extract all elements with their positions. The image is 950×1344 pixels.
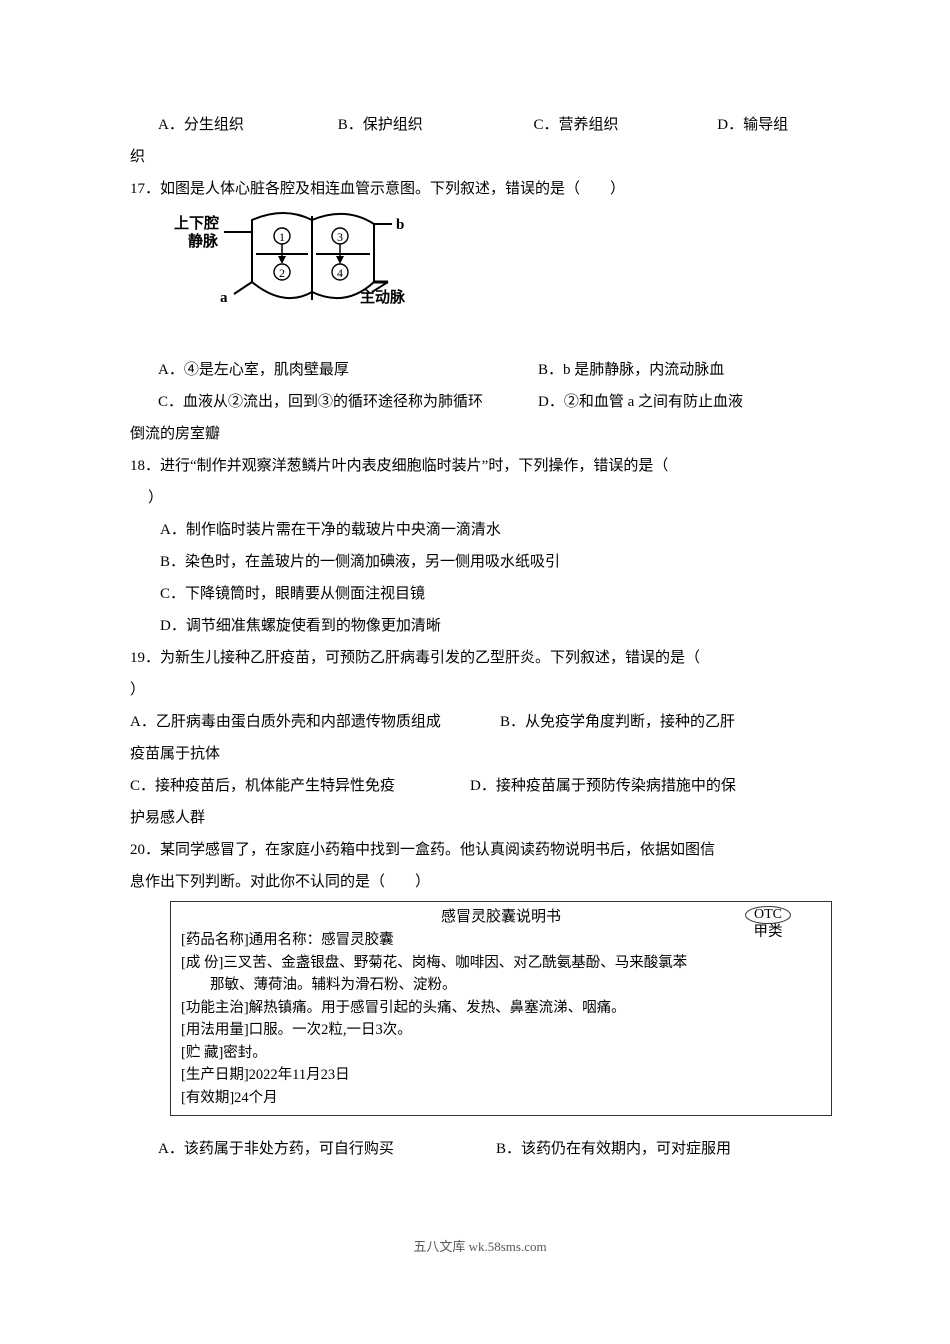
q16-opt-a: A．分生组织 (158, 110, 334, 140)
svg-text:2: 2 (279, 266, 285, 280)
otc-class: 甲类 (754, 924, 783, 940)
svg-text:4: 4 (337, 266, 343, 280)
q17-opt-c: C．血液从②流出，回到③的循环途径称为肺循环 (158, 387, 538, 417)
q19-stem: 19．为新生儿接种乙肝疫苗，可预防乙肝病毒引发的乙型肝炎。下列叙述，错误的是（ (130, 643, 830, 673)
svg-text:静脉: 静脉 (188, 232, 219, 250)
q17-opt-b: B．b 是肺静脉，内流动脉血 (538, 355, 830, 385)
q16-opt-c: C．营养组织 (534, 110, 714, 140)
q19-opt-d: D．接种疫苗属于预防传染病措施中的保 (470, 771, 830, 801)
q16-opt-b: B．保护组织 (338, 110, 530, 140)
q19-row1: A．乙肝病毒由蛋白质外壳和内部遗传物质组成 B．从免疫学角度判断，接种的乙肝 (130, 707, 830, 737)
q19-row2: C．接种疫苗后，机体能产生特异性免疫 D．接种疫苗属于预防传染病措施中的保 (130, 771, 830, 801)
medicine-instruction-box: OTC 甲类 感冒灵胶囊说明书 [药品名称]通用名称：感冒灵胶囊 [成 份]三叉… (170, 901, 832, 1116)
q18-opt-d: D．调节细准焦螺旋使看到的物像更加清晰 (130, 611, 830, 641)
q20-opt-b: B．该药仍在有效期内，可对症服用 (496, 1134, 830, 1164)
exam-page: A．分生组织 B．保护组织 C．营养组织 D．输导组 织 17．如图是人体心脏各… (0, 0, 950, 1320)
box-line-5: [贮 藏]密封。 (181, 1042, 821, 1064)
q17-opt-d: D．②和血管 a 之间有防止血液 (538, 387, 830, 417)
q20-options-row: A．该药属于非处方药，可自行购买 B．该药仍在有效期内，可对症服用 (130, 1134, 830, 1164)
q18-opt-b: B．染色时，在盖玻片的一侧滴加碘液，另一侧用吸水纸吸引 (130, 547, 830, 577)
svg-text:3: 3 (337, 230, 343, 244)
q18-stem2: ） (130, 483, 830, 513)
box-line-3: [功能主治]解热镇痛。用于感冒引起的头痛、发热、鼻塞流涕、咽痛。 (181, 997, 821, 1019)
page-footer: 五八文库 wk.58sms.com (130, 1234, 830, 1260)
q17-diagram: 上下腔 静脉 1 2 3 4 b a (174, 210, 830, 341)
otc-badge: OTC 甲类 (745, 906, 791, 941)
q20-opt-a: A．该药属于非处方药，可自行购买 (158, 1134, 496, 1164)
q18-opt-a: A．制作临时装片需在干净的载玻片中央滴一滴清水 (130, 515, 830, 545)
q18-opt-c: C．下降镜筒时，眼睛要从侧面注视目镜 (130, 579, 830, 609)
q19-stem2: ） (130, 675, 830, 705)
q19-opt-a: A．乙肝病毒由蛋白质外壳和内部遗传物质组成 (130, 707, 500, 737)
svg-text:a: a (220, 290, 228, 306)
box-line-2: 那敏、薄荷油。辅料为滑石粉、淀粉。 (181, 974, 821, 996)
q19-opt-b-cont: 疫苗属于抗体 (130, 739, 830, 769)
box-line-4: [用法用量]口服。一次2粒,一日3次。 (181, 1019, 821, 1041)
q16-opt-d-cont: 织 (130, 142, 830, 172)
otc-label: OTC (745, 906, 791, 924)
svg-text:主动脉: 主动脉 (360, 288, 406, 306)
svg-text:上下腔: 上下腔 (174, 214, 219, 232)
svg-text:1: 1 (279, 230, 285, 244)
box-line-1: [成 份]三叉苦、金盏银盘、野菊花、岗梅、咖啡因、对乙酰氨基酚、马来酸氯苯 (181, 952, 821, 974)
q17-row2: C．血液从②流出，回到③的循环途径称为肺循环 D．②和血管 a 之间有防止血液 (130, 387, 830, 417)
q18-stem: 18．进行“制作并观察洋葱鳞片叶内表皮细胞临时装片”时，下列操作，错误的是（ (130, 451, 830, 481)
q17-row1: A．④是左心室，肌肉壁最厚 B．b 是肺静脉，内流动脉血 (130, 355, 830, 385)
q20-stem2: 息作出下列判断。对此你不认同的是（ ） (130, 867, 830, 897)
q16-opt-d: D．输导组 (717, 110, 788, 140)
svg-text:b: b (396, 217, 404, 233)
q17-opt-d-cont: 倒流的房室瓣 (130, 419, 830, 449)
q16-options-row: A．分生组织 B．保护组织 C．营养组织 D．输导组 (130, 110, 830, 140)
q19-opt-b: B．从免疫学角度判断，接种的乙肝 (500, 707, 830, 737)
box-line-0: [药品名称]通用名称：感冒灵胶囊 (181, 929, 821, 951)
q20-stem1: 20．某同学感冒了，在家庭小药箱中找到一盒药。他认真阅读药物说明书后，依据如图信 (130, 835, 830, 865)
q17-stem: 17．如图是人体心脏各腔及相连血管示意图。下列叙述，错误的是（ ） (130, 174, 830, 204)
box-line-6: [生产日期]2022年11月23日 (181, 1064, 821, 1086)
q19-opt-c: C．接种疫苗后，机体能产生特异性免疫 (130, 771, 470, 801)
box-line-7: [有效期]24个月 (181, 1087, 821, 1109)
box-title: 感冒灵胶囊说明书 (181, 906, 821, 929)
q19-opt-d-cont: 护易感人群 (130, 803, 830, 833)
q17-opt-a: A．④是左心室，肌肉壁最厚 (158, 355, 538, 385)
